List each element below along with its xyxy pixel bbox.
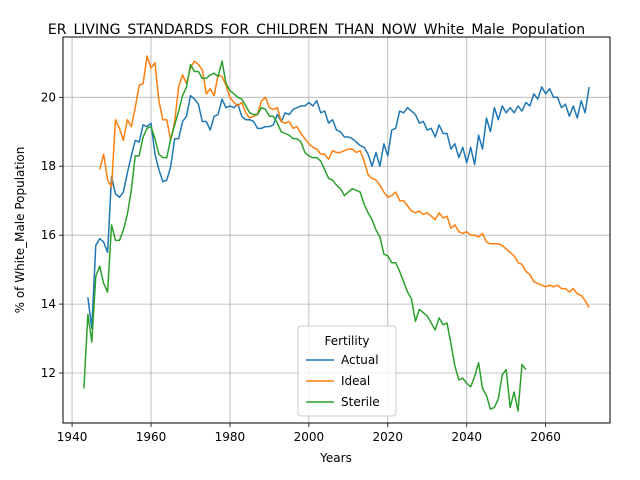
y-tick-label: 12 — [41, 366, 56, 380]
x-axis: 1940 1960 1980 2000 2020 2040 2060 — [57, 423, 561, 444]
x-tick-label: 1940 — [57, 430, 88, 444]
grid-lines — [63, 37, 610, 423]
legend-label-sterile: Sterile — [341, 395, 380, 409]
x-tick-label: 2020 — [373, 430, 404, 444]
x-tick-label: 2040 — [451, 430, 482, 444]
series-line-actual — [87, 86, 590, 329]
chart-title: ER_LIVING_STANDARDS_FOR_CHILDREN_THAN_NO… — [48, 22, 593, 38]
legend-box — [297, 325, 397, 417]
series-line-ideal — [98, 55, 590, 308]
legend-label-actual: Actual — [341, 353, 379, 367]
x-tick-label: 1960 — [136, 430, 167, 444]
y-tick-label: 14 — [41, 297, 56, 311]
x-axis-label: Years — [319, 451, 352, 465]
x-tick-label: 2000 — [294, 430, 325, 444]
y-tick-label: 20 — [41, 90, 56, 104]
plot-frame — [62, 36, 611, 424]
x-tick-label: 1980 — [215, 430, 246, 444]
y-axis: 12 14 16 18 20 — [41, 90, 63, 380]
y-tick-label: 18 — [41, 159, 56, 173]
y-tick-label: 16 — [41, 228, 56, 242]
series-lines — [83, 55, 590, 412]
series-line-sterile — [83, 60, 527, 412]
legend-title: Fertility — [324, 334, 369, 348]
y-axis-label: % of White_Male Population — [13, 147, 27, 314]
legend-label-ideal: Ideal — [341, 374, 370, 388]
x-tick-label: 2060 — [530, 430, 561, 444]
legend: Fertility Actual Ideal Sterile — [297, 325, 397, 417]
